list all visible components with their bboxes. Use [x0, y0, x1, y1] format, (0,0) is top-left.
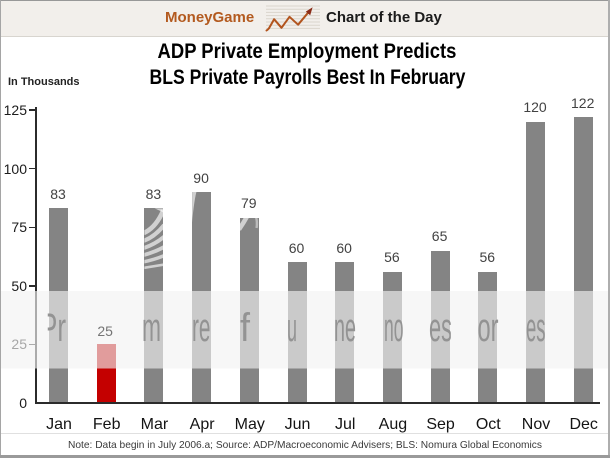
svg-text:Pr: Pr: [40, 306, 66, 350]
svg-text:or: or: [478, 306, 499, 350]
svg-text:es: es: [429, 306, 452, 350]
svg-text:es: es: [526, 306, 546, 350]
svg-text:u: u: [287, 306, 297, 350]
svg-text:ne: ne: [334, 306, 356, 350]
svg-text:re: re: [192, 306, 211, 350]
svg-text:m: m: [142, 306, 161, 350]
svg-text:f: f: [240, 306, 251, 350]
svg-text:no: no: [384, 306, 404, 350]
